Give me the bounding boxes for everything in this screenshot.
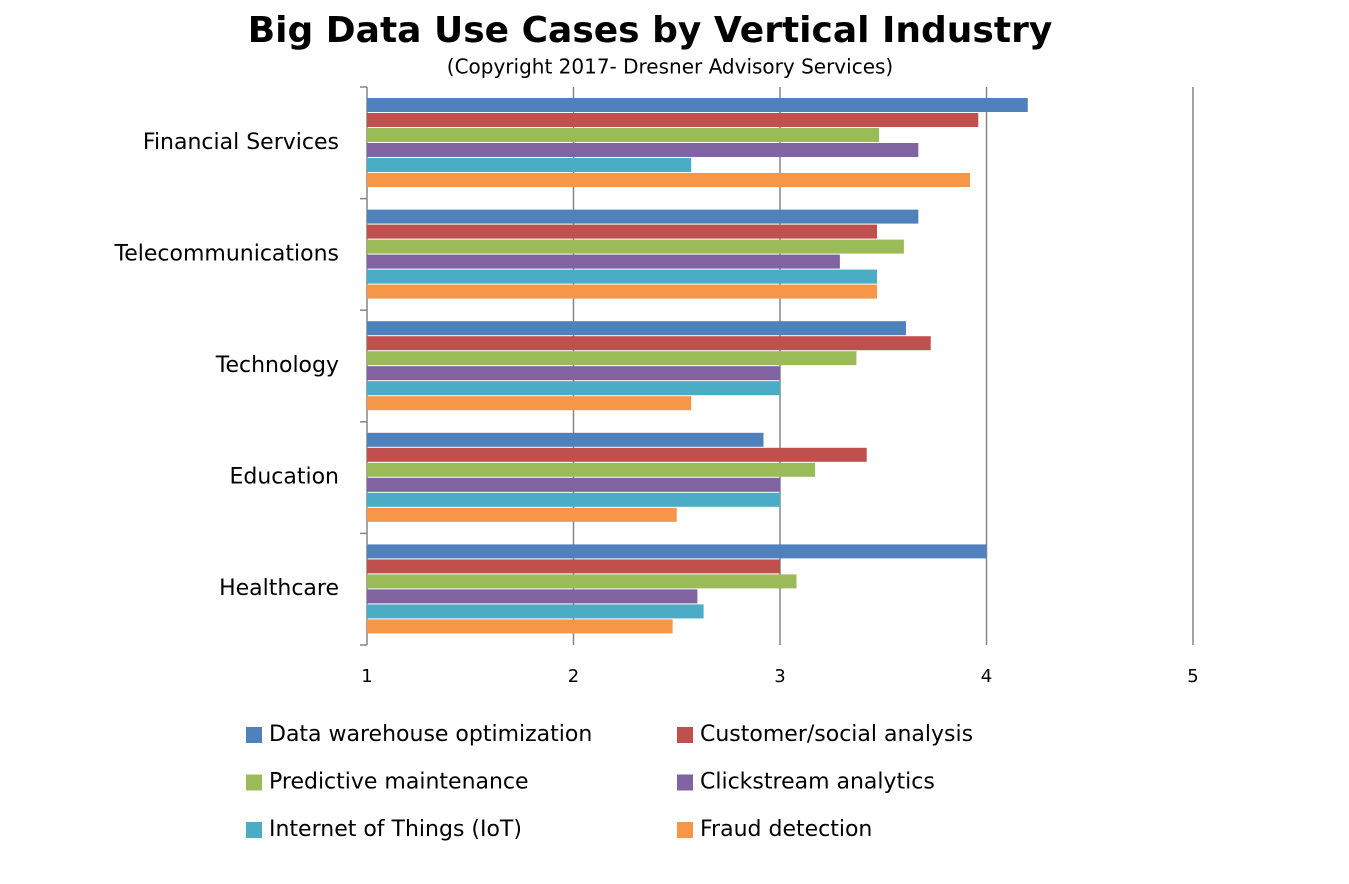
- legend-swatch: [246, 774, 262, 791]
- bar: [367, 128, 880, 142]
- bar: [367, 574, 797, 589]
- bar: [367, 604, 704, 619]
- bar: [367, 143, 919, 157]
- x-tick-label: 1: [361, 666, 372, 687]
- x-tick-label: 4: [981, 666, 992, 687]
- bar: [367, 224, 878, 239]
- bar: [367, 336, 931, 351]
- bar: [367, 321, 906, 336]
- legend-label: Clickstream analytics: [700, 770, 935, 795]
- y-tick-label: Technology: [215, 353, 339, 378]
- legend-label: Data warehouse optimization: [269, 722, 592, 747]
- x-tick-label: 2: [568, 666, 579, 687]
- y-tick-label: Education: [229, 465, 339, 490]
- bar: [367, 462, 816, 477]
- x-tick-label: 5: [1187, 666, 1198, 687]
- bar: [367, 173, 970, 187]
- bar: [367, 619, 673, 634]
- x-tick-label: 3: [774, 666, 785, 687]
- bar: [367, 366, 780, 381]
- legend-swatch: [677, 822, 693, 838]
- legend-label: Predictive maintenance: [269, 770, 529, 795]
- bar: [367, 158, 692, 172]
- legend-swatch: [246, 727, 262, 743]
- bar: [367, 507, 677, 522]
- bar: [367, 589, 698, 604]
- legend-label: Customer/social analysis: [700, 722, 973, 747]
- bar: [367, 351, 857, 366]
- y-tick-label: Financial Services: [143, 130, 339, 155]
- chart-title: Big Data Use Cases by Vertical Industry: [248, 10, 1053, 51]
- legend-swatch: [677, 774, 693, 791]
- bar: [367, 254, 840, 269]
- bar: [367, 239, 904, 254]
- y-tick-label: Telecommunications: [114, 241, 339, 266]
- bar: [367, 559, 780, 574]
- y-tick-label: Healthcare: [219, 576, 339, 601]
- bar: [367, 381, 780, 396]
- bar: [367, 447, 867, 462]
- legend-swatch: [677, 727, 693, 743]
- bar: [367, 98, 1028, 112]
- legend-label: Internet of Things (IoT): [269, 817, 522, 842]
- chart-subtitle: (Copyright 2017- Dresner Advisory Servic…: [447, 55, 893, 79]
- bar: [367, 284, 878, 299]
- bar: [367, 396, 692, 411]
- bar: [367, 477, 780, 492]
- bar: [367, 544, 987, 559]
- bar: [367, 432, 764, 447]
- bar: [367, 209, 919, 224]
- bar: [367, 269, 878, 284]
- legend-swatch: [246, 822, 262, 838]
- legend-label: Fraud detection: [700, 817, 872, 842]
- bar: [367, 492, 780, 507]
- bar: [367, 113, 979, 127]
